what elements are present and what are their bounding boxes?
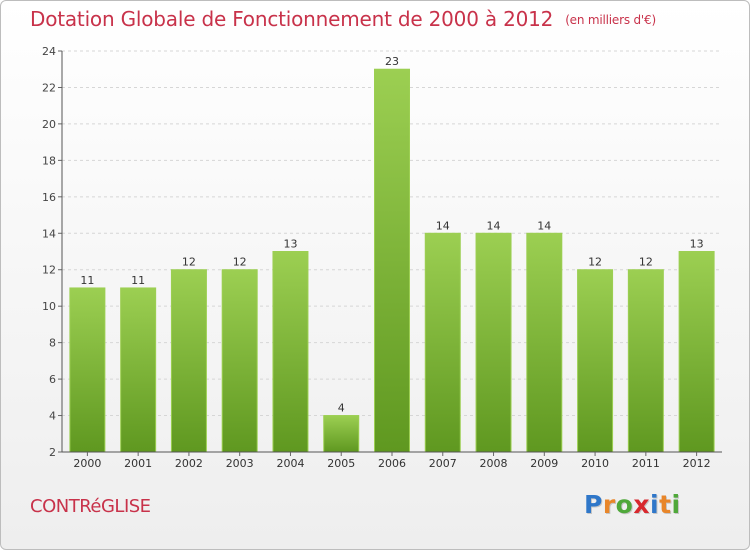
x-tick-label: 2010 [581, 457, 609, 470]
y-tick-label: 12 [42, 264, 56, 277]
data-label: 14 [487, 219, 501, 232]
chart-title-text: Dotation Globale de Fonctionnement de 20… [30, 7, 554, 31]
bar [221, 269, 258, 453]
x-tick-label: 2000 [73, 457, 101, 470]
bar [69, 287, 106, 453]
x-tick-label: 2005 [327, 457, 355, 470]
y-tick-label: 18 [42, 154, 56, 167]
bar [120, 287, 157, 453]
bar [323, 415, 360, 453]
data-label: 11 [80, 274, 94, 287]
chart-unit: (en milliers d'€) [565, 13, 656, 27]
x-tick-label: 2001 [124, 457, 152, 470]
logo-letter: P [584, 490, 603, 519]
x-tick-label: 2004 [276, 457, 304, 470]
y-tick-label: 16 [42, 191, 56, 204]
bar [424, 232, 461, 453]
bar [374, 68, 410, 453]
x-tick-label: 2012 [683, 457, 711, 470]
x-tick-label: 2007 [429, 457, 457, 470]
x-tick-label: 2011 [632, 457, 660, 470]
x-tick-label: 2002 [175, 457, 203, 470]
bar [678, 251, 715, 453]
data-label: 23 [385, 55, 399, 68]
x-tick-label: 2006 [378, 457, 406, 470]
data-label: 13 [283, 238, 297, 251]
bar [577, 269, 614, 453]
y-tick-label: 2 [49, 446, 56, 459]
logo-letter: i [671, 490, 681, 519]
y-tick-label: 8 [49, 337, 56, 350]
logo-letter: t [659, 490, 672, 519]
bar [475, 232, 512, 453]
logo-letter: o [615, 490, 634, 519]
bar [526, 232, 563, 453]
data-label: 12 [588, 256, 602, 269]
data-label: 11 [131, 274, 145, 287]
y-tick-label: 10 [42, 300, 56, 313]
data-label: 12 [639, 256, 653, 269]
logo-letter: i [650, 490, 660, 519]
y-tick-label: 22 [42, 81, 56, 94]
chart-title: Dotation Globale de Fonctionnement de 20… [30, 7, 656, 31]
x-tick-label: 2009 [530, 457, 558, 470]
data-labels: 11 11 12 12 13 4 23 14 14 14 12 12 13 [80, 55, 703, 414]
y-tick-label: 20 [42, 118, 56, 131]
logo-letter: r [602, 490, 616, 519]
y-tick-label: 6 [49, 373, 56, 386]
y-tick-label: 24 [42, 45, 56, 58]
data-label: 14 [436, 219, 450, 232]
data-label: 14 [537, 219, 551, 232]
logo-letter: x [633, 490, 650, 519]
data-label: 12 [233, 256, 247, 269]
data-label: 13 [690, 238, 704, 251]
y-tick-label: 4 [49, 410, 56, 423]
x-tick-label: 2008 [480, 457, 508, 470]
data-label: 4 [338, 402, 345, 415]
bar [170, 269, 207, 453]
bar [627, 269, 664, 453]
y-tick-label: 14 [42, 227, 56, 240]
bar [272, 251, 309, 453]
data-label: 12 [182, 256, 196, 269]
commune-name: CONTRéGLISE [30, 496, 151, 517]
proxiti-logo[interactable]: Proxiti [584, 490, 681, 519]
bars [69, 68, 715, 453]
x-tick-label: 2003 [226, 457, 254, 470]
